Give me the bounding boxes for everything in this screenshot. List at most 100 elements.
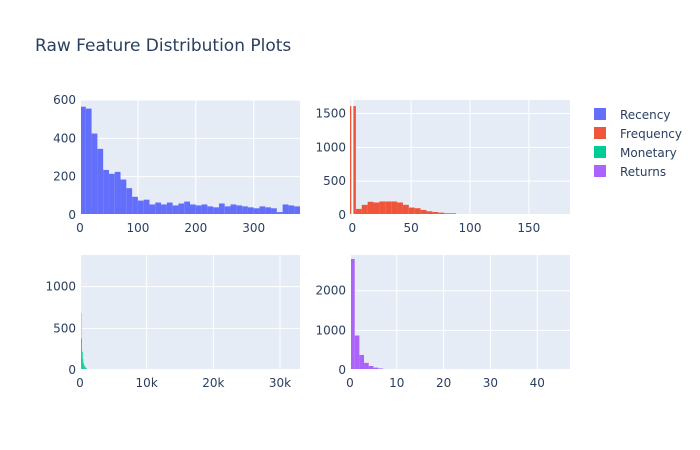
histogram-bar bbox=[97, 148, 104, 215]
x-tick-label: 50 bbox=[404, 221, 419, 235]
histogram-bar bbox=[236, 205, 243, 215]
histogram-bar bbox=[350, 258, 355, 370]
y-tick-label: 0 bbox=[338, 208, 346, 222]
histogram-bar bbox=[355, 208, 362, 215]
histogram-bar bbox=[155, 202, 162, 215]
histogram-bar bbox=[432, 211, 439, 215]
plot-area bbox=[80, 255, 300, 370]
histogram-bar bbox=[259, 206, 266, 215]
legend-label: Frequency bbox=[620, 127, 682, 141]
legend-label: Recency bbox=[620, 108, 670, 122]
legend-item-frequency[interactable]: Frequency bbox=[594, 127, 682, 141]
histogram-bar bbox=[83, 363, 84, 370]
histogram-bar bbox=[213, 207, 219, 215]
histogram-bar bbox=[253, 208, 260, 215]
histogram-bar bbox=[276, 212, 283, 215]
histogram-bar bbox=[85, 367, 86, 370]
histogram-bar bbox=[408, 207, 415, 215]
histogram-bar bbox=[364, 362, 369, 370]
histogram-bar bbox=[81, 338, 82, 370]
histogram-bar bbox=[91, 133, 98, 215]
x-tick-label: 100 bbox=[126, 221, 149, 235]
histogram-bar bbox=[84, 366, 86, 370]
x-tick-label: 30k bbox=[269, 376, 291, 390]
histogram-bar bbox=[84, 365, 85, 370]
histogram-bar bbox=[368, 366, 374, 370]
histogram-bar bbox=[149, 204, 156, 215]
x-tick-label: 300 bbox=[242, 221, 265, 235]
histogram-bar bbox=[438, 212, 445, 215]
plot-area bbox=[350, 255, 570, 370]
legend-swatch bbox=[594, 127, 606, 139]
legend-swatch bbox=[594, 108, 606, 120]
legend-swatch bbox=[594, 146, 606, 158]
histogram-bar bbox=[242, 206, 248, 215]
bars bbox=[80, 106, 300, 215]
x-tick-label: 100 bbox=[459, 221, 482, 235]
histogram-bar bbox=[82, 351, 83, 370]
histogram-bar bbox=[247, 207, 254, 215]
histogram-bar bbox=[224, 206, 231, 215]
y-tick-label: 500 bbox=[53, 321, 76, 335]
histogram-bar bbox=[161, 204, 167, 215]
x-tick-label: 40 bbox=[530, 376, 545, 390]
histogram-bar bbox=[126, 188, 133, 215]
histogram-bar bbox=[103, 169, 109, 215]
histogram-bar bbox=[271, 208, 277, 215]
histogram-bar bbox=[373, 202, 380, 215]
y-tick-label: 0 bbox=[68, 208, 76, 222]
y-tick-label: 500 bbox=[323, 174, 346, 188]
plot-area bbox=[350, 100, 570, 215]
histogram-bar bbox=[143, 199, 150, 215]
x-tick-label: 20 bbox=[436, 376, 451, 390]
histogram-bar bbox=[288, 205, 295, 215]
y-tick-label: 1500 bbox=[315, 107, 346, 121]
histogram-bar bbox=[294, 206, 300, 215]
histogram-bar bbox=[195, 205, 202, 215]
x-tick-label: 0 bbox=[346, 376, 354, 390]
histogram-bar bbox=[385, 201, 392, 215]
histogram-bar bbox=[114, 171, 121, 215]
legend-item-monetary[interactable]: Monetary bbox=[594, 146, 677, 160]
legend-label: Monetary bbox=[620, 146, 677, 160]
histogram-bar bbox=[172, 205, 179, 215]
subplot-recency: 0 100 200 300 0 200 400 600 bbox=[53, 93, 300, 235]
histogram-bar bbox=[402, 204, 409, 215]
histogram-bar bbox=[190, 204, 196, 215]
x-tick-label: 0 bbox=[349, 221, 357, 235]
histogram-bar bbox=[397, 202, 403, 215]
histogram-bar bbox=[82, 359, 84, 370]
histogram-bar bbox=[207, 206, 214, 215]
y-tick-label: 0 bbox=[68, 363, 76, 377]
histogram-bar bbox=[184, 201, 190, 215]
legend-swatch bbox=[594, 165, 606, 177]
chart-title: Raw Feature Distribution Plots bbox=[35, 36, 291, 56]
histogram-bar bbox=[373, 367, 379, 370]
x-tick-label: 10k bbox=[136, 376, 158, 390]
histogram-bar bbox=[354, 335, 360, 370]
histogram-bar bbox=[132, 196, 138, 215]
legend-item-returns[interactable]: Returns bbox=[594, 165, 666, 179]
histogram-bar bbox=[178, 203, 185, 215]
histogram-bar bbox=[367, 201, 374, 215]
y-tick-label: 2000 bbox=[315, 284, 346, 298]
histogram-bar bbox=[108, 173, 115, 215]
legend[interactable]: Recency Frequency Monetary Returns bbox=[594, 108, 682, 179]
legend-item-recency[interactable]: Recency bbox=[594, 108, 670, 122]
y-tick-label: 1000 bbox=[315, 323, 346, 337]
histogram-bar bbox=[420, 209, 427, 215]
x-tick-label: 200 bbox=[184, 221, 207, 235]
histogram-bar bbox=[166, 202, 173, 215]
y-tick-label: 0 bbox=[338, 363, 346, 377]
histogram-bar bbox=[391, 201, 398, 215]
histogram-bar bbox=[265, 207, 272, 215]
histogram-bar bbox=[379, 201, 386, 215]
histogram-bar bbox=[414, 208, 421, 215]
y-tick-label: 400 bbox=[53, 131, 76, 145]
y-tick-label: 600 bbox=[53, 93, 76, 107]
x-tick-label: 0 bbox=[76, 376, 84, 390]
x-tick-label: 150 bbox=[517, 221, 540, 235]
histogram-bar bbox=[120, 179, 127, 215]
